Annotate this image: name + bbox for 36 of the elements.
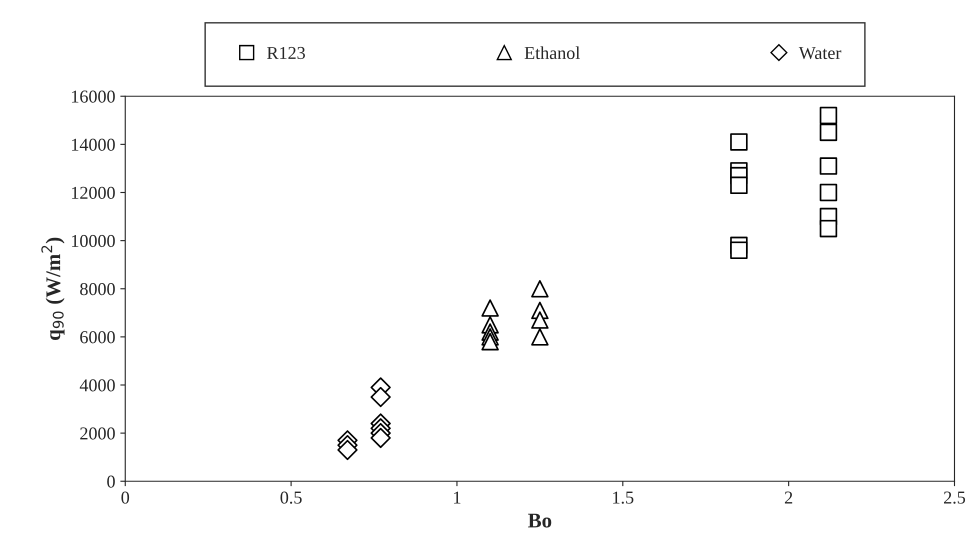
legend-label: Water	[798, 47, 842, 60]
x-tick-label: 0	[121, 491, 130, 504]
point	[820, 220, 838, 238]
y-tick-label: 10000	[72, 234, 115, 248]
x-tick-label: 2	[784, 492, 792, 504]
legend-label: Ethanol	[524, 46, 580, 60]
point	[820, 157, 838, 175]
y-tick-label: 16000	[72, 90, 115, 103]
y-tick-label: 8000	[80, 283, 115, 296]
point	[531, 328, 549, 346]
point	[337, 440, 358, 460]
y-tick-label: 14000	[72, 138, 115, 151]
point	[531, 280, 549, 298]
legend-label: R123	[267, 46, 305, 60]
y-axis-title: q$_{90}$ (W/m$^{2}$)	[41, 238, 65, 340]
point	[370, 428, 391, 448]
y-tick-label: 2000	[80, 427, 115, 440]
point	[730, 241, 748, 260]
x-axis-title: Bo	[528, 514, 552, 528]
point	[820, 124, 838, 142]
point	[820, 184, 838, 202]
point	[531, 311, 549, 329]
y-tick-label: 0	[107, 476, 115, 488]
point	[730, 176, 748, 194]
point	[820, 106, 838, 124]
y-tick-label: 12000	[72, 186, 115, 199]
x-tick-label: 1.5	[613, 492, 634, 504]
y-tick-label: 4000	[80, 379, 115, 392]
x-tick-label: 2.5	[944, 492, 966, 504]
point	[730, 133, 748, 151]
point	[370, 386, 391, 408]
x-tick-label: 0.5	[280, 491, 302, 504]
point	[481, 299, 499, 317]
point	[481, 332, 499, 350]
x-tick-label: 1	[454, 492, 460, 504]
y-tick-label: 6000	[80, 331, 115, 344]
